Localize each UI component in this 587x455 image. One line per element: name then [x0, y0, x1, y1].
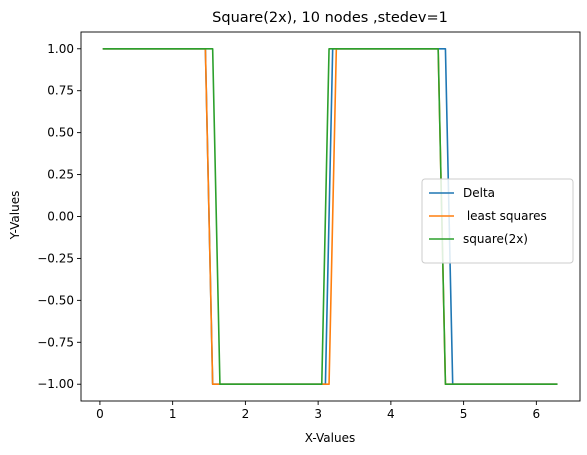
y-axis-title: Y-Values — [8, 191, 22, 241]
x-axis-title: X-Values — [305, 431, 355, 445]
chart-title: Square(2x), 10 nodes ,stedev=1 — [212, 10, 448, 26]
x-tick-label: 6 — [533, 407, 541, 421]
x-tick-label: 1 — [169, 407, 177, 421]
y-tick-label: −0.50 — [37, 293, 74, 307]
y-tick-label: 1.00 — [47, 42, 74, 56]
x-tick-label: 3 — [314, 407, 322, 421]
y-tick-label: 0.75 — [47, 84, 74, 98]
axes-layer: 0 1 2 3 4 5 6 −1.00 −0.75 −0.50 −0.25 0.00 0.25 0.50 0… — [37, 31, 581, 421]
y-tick-label: 0.00 — [47, 210, 74, 224]
x-tick-label: 5 — [460, 407, 468, 421]
legend: Delta least squares square(2x) — [421, 178, 574, 264]
y-tick-label: 0.25 — [47, 168, 74, 182]
series-line-2 — [102, 47, 558, 386]
legend-label-2: square(2x) — [463, 232, 528, 246]
x-tick-label: 4 — [387, 407, 395, 421]
x-tick-label: 0 — [96, 407, 104, 421]
legend-label-0: Delta — [463, 186, 495, 200]
legend-box — [421, 178, 574, 264]
y-tick-label: −1.00 — [37, 377, 74, 391]
y-tick-label: −0.25 — [37, 251, 74, 265]
legend-label-1: least squares — [463, 209, 547, 223]
y-tick-label: 0.50 — [47, 126, 74, 140]
series-layer — [102, 47, 558, 386]
y-tick-label: −0.75 — [37, 335, 74, 349]
x-tick-label: 2 — [242, 407, 250, 421]
